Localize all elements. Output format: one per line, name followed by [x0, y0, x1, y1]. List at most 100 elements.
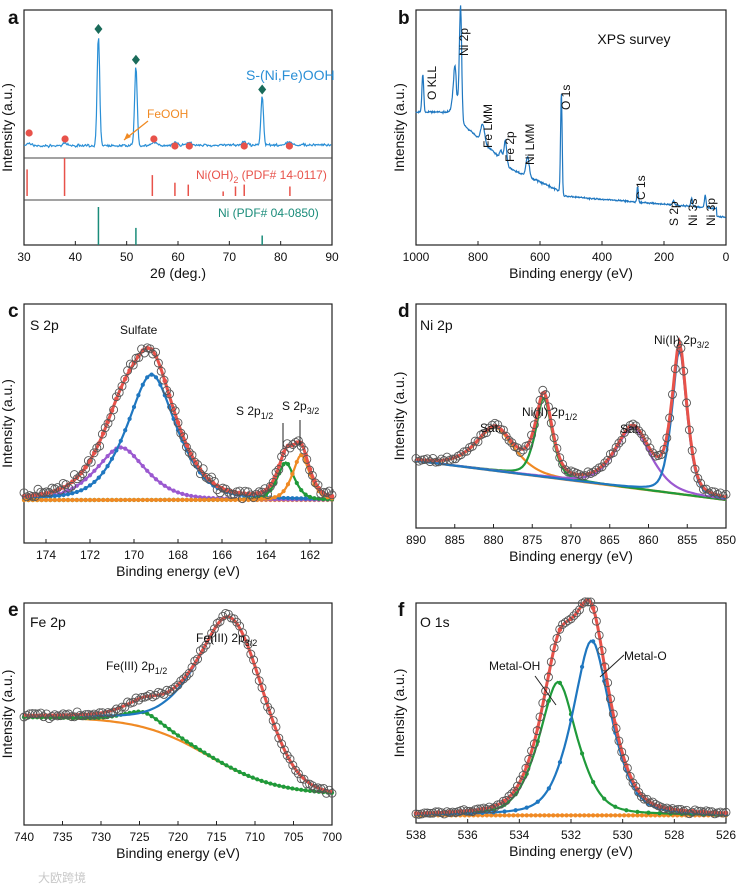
fit-envelope-point [590, 605, 596, 611]
o-background-fit-point [555, 813, 560, 818]
sulfate-2p32-fit [23, 373, 332, 500]
sulfate-2p12-fit-point [92, 468, 97, 473]
s2p32-fit-point [285, 482, 291, 487]
fit-envelope [415, 598, 726, 815]
raw-data-point [631, 421, 641, 431]
feooh-marker [240, 142, 248, 150]
raw-data-point [327, 490, 337, 500]
o-background-fit-point [475, 813, 481, 818]
raw-data-point [209, 624, 219, 634]
panel-c-s2p: 174 172 170 168 166 164 162 Binding energy (eV)… [0, 303, 337, 579]
s2p32-fit-point [101, 497, 106, 503]
raw-data-point [611, 442, 621, 452]
x-tick-label: 168 [168, 548, 188, 562]
fe12-fit-point [171, 730, 176, 735]
x-tick-label: 164 [256, 548, 276, 562]
sulfate-2p32-fit-point [118, 438, 123, 443]
x-tick-label: 870 [561, 533, 581, 547]
raw-data-point [64, 709, 74, 719]
metal-oh-fit-point [591, 779, 596, 785]
feooh-label: FeOOH [147, 107, 188, 121]
raw-data-point [305, 465, 315, 475]
s2p32-fit-point [206, 497, 211, 502]
fit-envelope-point [87, 458, 93, 463]
x-tick-label: 700 [322, 830, 342, 844]
raw-data-point [167, 402, 177, 412]
raw-data-point [670, 364, 680, 374]
s2p12-fit-point [263, 492, 269, 497]
ref-nioh2-label: Ni(OH)2 (PDF# 14-0117) [196, 168, 327, 185]
raw-data-point [218, 611, 228, 621]
s2p32-fit-point [140, 497, 145, 503]
s2p32-fit-point [167, 497, 172, 503]
fe12-fit-point [237, 769, 242, 775]
raw-data-point [563, 616, 573, 625]
raw-data-point [83, 456, 93, 466]
metal-oh-fit-point [635, 809, 640, 814]
s2p32-fit-point [224, 497, 229, 502]
raw-data-point [293, 436, 303, 446]
s2p32-fit-point [215, 497, 220, 502]
s2p32-fit-point [149, 497, 154, 503]
y-axis-label: Intensity (a.u.) [391, 83, 407, 172]
raw-data-point [532, 410, 542, 420]
fit-envelope-point [114, 396, 119, 402]
fe12-fit-point [193, 745, 198, 750]
x-tick-label: 200 [654, 250, 674, 264]
sulfate-2p12-fit-point [101, 458, 106, 464]
x-tick-label: 400 [592, 250, 612, 264]
sulfate-2p32-fit-point [281, 495, 286, 501]
raw-data-point [560, 465, 570, 475]
raw-data-point [285, 754, 295, 764]
raw-data-point [544, 672, 553, 682]
raw-data-point [151, 690, 161, 700]
raw-data-point [707, 807, 717, 817]
o-background-fit-point [599, 813, 605, 818]
fe12-fit-point [255, 777, 260, 782]
fe12-fit-point [277, 783, 282, 788]
raw-data-point [515, 775, 525, 785]
raw-data-point [527, 430, 536, 440]
metal-oh-fit-point [624, 808, 629, 813]
o-background-fit-point [635, 813, 640, 818]
raw-data-point [546, 418, 556, 428]
s2p32-fit-point [211, 497, 216, 502]
raw-data-point [86, 457, 96, 467]
raw-data-point [591, 616, 601, 626]
raw-data-point [274, 465, 284, 475]
sulfate-2p12-fit-point [127, 449, 132, 454]
s2p12-fit-point [312, 496, 317, 501]
raw-data-point [67, 481, 77, 491]
raw-data-point [439, 456, 449, 465]
raw-data-point [656, 450, 666, 459]
raw-data-point [302, 454, 312, 464]
fe12-fit-point [202, 750, 207, 755]
fe12-fit-point [167, 727, 172, 732]
x-tick-label: 60 [171, 250, 185, 264]
raw-data-point [515, 447, 525, 457]
raw-data-point [190, 457, 200, 467]
x-tick-label: 600 [530, 250, 550, 264]
fit-envelope-point [100, 431, 106, 436]
x-tick-label: 855 [677, 533, 697, 547]
raw-data-point [243, 487, 253, 497]
s2p32-fit-point [43, 497, 49, 503]
raw-data-point [212, 618, 222, 628]
o-background-fit-point [595, 813, 600, 818]
sulfate-2p32-fit-point [105, 464, 110, 469]
raw-data-point [67, 712, 77, 722]
raw-data-point [628, 419, 638, 429]
y-axis-label: Intensity (a.u.) [0, 83, 15, 172]
raw-data-point [434, 457, 443, 467]
raw-data-point [696, 478, 706, 488]
raw-data-point [193, 654, 203, 664]
x-axis-label: Binding energy (eV) [509, 843, 633, 859]
raw-data-point [431, 457, 441, 467]
raw-data-point [648, 448, 658, 458]
fe32-label: Fe(III) 2p3/2 [196, 631, 257, 648]
raw-data-point [591, 465, 601, 475]
x-tick-label: 1000 [403, 250, 430, 264]
raw-data-point [151, 347, 161, 357]
raw-data-point [549, 433, 559, 443]
sulfate-2p12-fit-point [145, 468, 150, 473]
